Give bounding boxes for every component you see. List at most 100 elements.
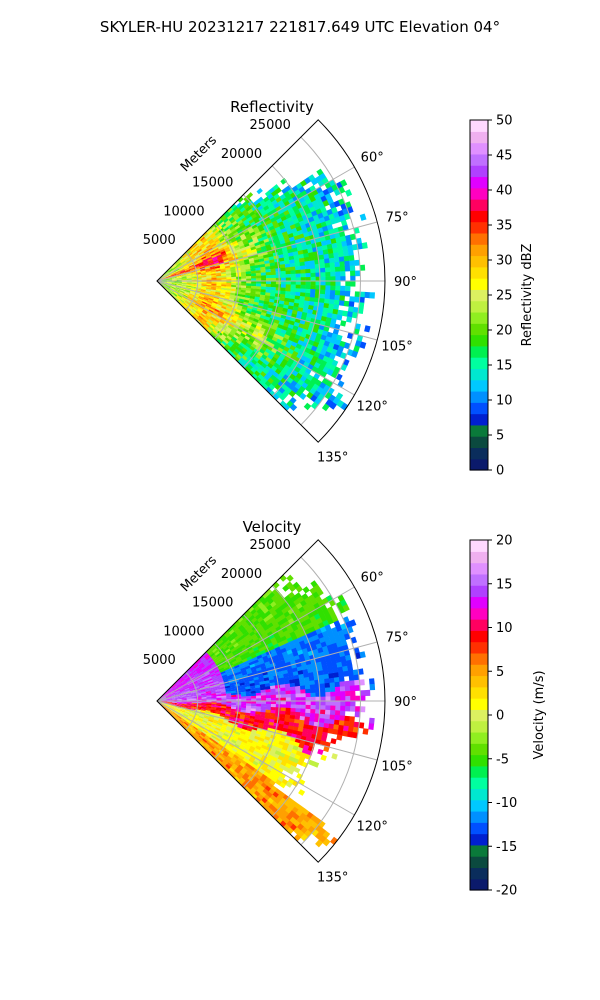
radar-cell <box>228 654 235 659</box>
radar-cell <box>320 316 327 322</box>
radar-cell <box>181 277 187 279</box>
radar-cell <box>197 260 204 264</box>
radar-cell <box>209 728 215 732</box>
radar-cell <box>195 311 201 316</box>
radar-cell <box>191 694 197 697</box>
radar-cell <box>227 232 234 238</box>
radar-cell <box>161 281 168 283</box>
radar-cell <box>257 793 264 801</box>
radar-cell <box>253 776 260 783</box>
radar-cell <box>213 327 219 333</box>
radar-cell <box>349 260 355 267</box>
radar-cell <box>240 267 246 271</box>
radar-cell <box>174 709 180 712</box>
radar-cell <box>236 671 243 676</box>
radar-cell <box>213 679 219 683</box>
radar-cell <box>223 637 229 644</box>
radar-cell <box>185 289 191 292</box>
radar-cell <box>201 311 207 317</box>
radar-cell <box>231 658 237 663</box>
radar-cell <box>246 696 252 699</box>
radar-cell <box>176 277 182 279</box>
radar-cell <box>288 255 295 261</box>
radar-cell <box>172 292 178 297</box>
radar-cell <box>336 241 343 248</box>
radar-cell <box>197 248 203 253</box>
radar-cell <box>197 680 204 684</box>
radar-cell <box>269 779 276 786</box>
radar-cell <box>211 244 218 249</box>
radar-cell <box>171 705 177 708</box>
radar-cell <box>181 682 187 686</box>
radar-cell <box>199 714 205 718</box>
radar-cell <box>192 250 198 255</box>
radar-cell <box>258 675 264 680</box>
radar-cell <box>205 290 211 293</box>
radar-cell <box>221 216 228 222</box>
radar-cell <box>213 717 219 722</box>
radar-cell <box>206 301 213 306</box>
radar-cell <box>186 278 192 280</box>
radar-cell <box>241 209 248 215</box>
radar-cell <box>212 311 219 316</box>
radar-cell <box>214 728 220 733</box>
radar-cell <box>170 691 175 695</box>
radar-cell <box>161 282 167 285</box>
radar-cell <box>241 251 248 256</box>
radar-cell <box>265 650 272 656</box>
radar-cell <box>260 210 268 217</box>
radar-cell <box>188 263 194 267</box>
radar-cell <box>180 289 186 292</box>
radar-cell <box>285 614 293 621</box>
radar-cell <box>259 199 266 206</box>
radar-cell <box>237 359 244 366</box>
radar-cell <box>210 671 216 676</box>
colorbar-segment <box>470 368 488 381</box>
radar-cell <box>268 225 276 231</box>
radar-cell <box>173 291 178 296</box>
azimuth-spoke <box>156 700 355 816</box>
radar-cell <box>222 256 228 260</box>
radar-cell <box>218 655 224 661</box>
radar-cell <box>275 287 281 291</box>
radar-cell <box>272 764 280 771</box>
radar-cell <box>183 713 189 717</box>
radar-cell <box>207 237 213 242</box>
velocity-azimuth-ticks: 60°75°90°105°120°135° <box>317 571 417 886</box>
radar-cell <box>305 701 311 706</box>
radar-cell <box>260 283 267 287</box>
colorbar-segment <box>470 266 488 279</box>
radar-cell <box>204 251 210 256</box>
radar-cell <box>282 337 289 344</box>
radar-cell <box>345 695 351 702</box>
radar-cell <box>317 748 324 755</box>
colorbar-segment <box>470 402 488 415</box>
radar-cell <box>237 673 243 678</box>
radar-cell <box>259 747 266 753</box>
radar-cell <box>193 733 199 738</box>
radar-cell <box>327 248 334 255</box>
radar-cell <box>171 279 178 281</box>
radar-cell <box>295 708 301 713</box>
radar-cell <box>255 622 262 629</box>
radar-cell <box>216 637 222 644</box>
radar-cell <box>234 207 241 214</box>
radar-cell <box>242 337 249 344</box>
radar-cell <box>310 696 316 702</box>
radar-cell <box>268 368 276 375</box>
radar-cell <box>208 318 214 324</box>
radar-cell <box>239 626 246 633</box>
radar-cell <box>241 739 248 744</box>
radar-cell <box>245 686 251 690</box>
radar-cell <box>254 218 261 225</box>
radar-cell <box>343 255 350 262</box>
radar-cell <box>326 663 333 670</box>
radar-cell <box>190 248 196 253</box>
radar-cell <box>250 693 257 697</box>
radar-cell <box>227 207 233 213</box>
radar-cell <box>233 325 239 331</box>
radar-cell <box>220 250 226 255</box>
radar-cell <box>311 224 318 231</box>
radar-cell <box>345 281 351 287</box>
radar-cell <box>290 711 296 716</box>
